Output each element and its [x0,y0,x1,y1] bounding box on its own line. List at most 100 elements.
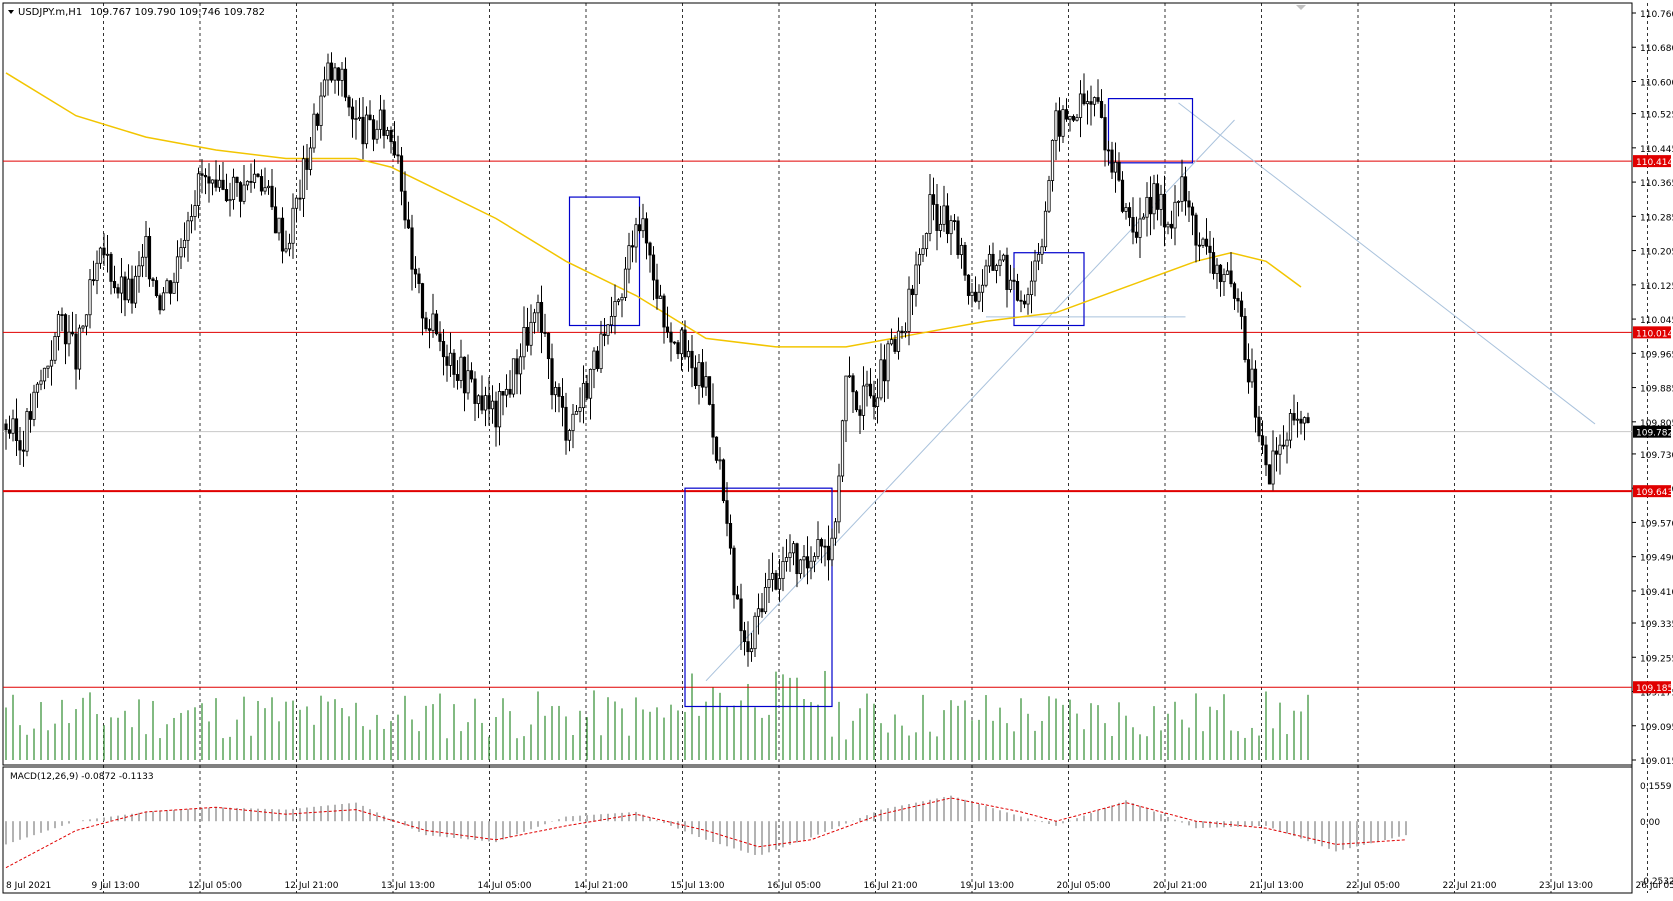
candle-body [876,398,878,407]
macd-tick-label: -0.2532 [1640,877,1673,887]
macd-tick-label: 0.00 [1640,818,1660,828]
candle-body [827,546,829,560]
candle-body [397,155,399,156]
candle-body [733,548,735,595]
candle-body [414,269,416,274]
candle-body [89,280,91,315]
candle-body [820,539,822,546]
candle-body [1307,418,1309,423]
candle-body [152,279,154,281]
candle-body [428,329,430,331]
candle-body [302,159,304,199]
candle-body [558,387,560,396]
candle-body [281,218,283,251]
candle-body [239,183,241,202]
candle-body [418,274,420,284]
candle-body [729,523,731,548]
candle-body [617,300,619,302]
candle-body [1205,239,1207,246]
candle-body [481,396,483,410]
candle-body [764,587,766,611]
candle-body [705,377,707,388]
candle-body [253,174,255,182]
candle-body [309,148,311,170]
candle-body [358,117,360,118]
candle-body [1146,197,1148,217]
candle-body [47,366,49,368]
candle-body [435,314,437,334]
candle-body [113,281,115,287]
candle-body [274,207,276,233]
candle-body [544,332,546,333]
candle-body [621,297,623,299]
candle-body [586,383,588,398]
candle-body [376,129,378,139]
candle-body [593,351,595,369]
price-tick-label: 110.760 [1640,10,1673,20]
level-tag-label: 110.414 [1636,158,1673,168]
candle-body [1083,94,1085,104]
candle-body [211,180,213,183]
candle-body [792,544,794,553]
current-price-tag-label: 109.782 [1636,429,1673,439]
candle-body [589,369,591,398]
candle-body [568,431,570,441]
candle-body [187,221,189,241]
candle-body [1191,207,1193,215]
price-tick-label: 110.365 [1640,179,1673,189]
price-tick-label: 110.045 [1640,316,1673,326]
candle-body [908,289,910,331]
candle-body [708,377,710,405]
candle-body [1188,201,1190,207]
candle-body [288,243,290,249]
candle-body [78,328,80,369]
level-tag-label: 109.643 [1636,488,1673,498]
candle-body [456,374,458,380]
candle-body [96,263,98,280]
candle-body [964,245,966,275]
candle-body [1289,413,1291,440]
candle-body [369,115,371,120]
candle-body [407,220,409,228]
candle-body [838,476,840,522]
candle-body [789,553,791,558]
candle-body [995,266,997,271]
candle-body [127,279,129,300]
candle-body [869,384,871,396]
candle-body [141,257,143,266]
candle-body [932,195,934,205]
time-tick-label: 19 Jul 13:00 [960,881,1014,891]
candle-body [40,381,42,384]
candle-body [999,260,1001,266]
candle-body [1069,116,1071,119]
candle-body [974,292,976,301]
price-tick-label: 109.095 [1640,723,1673,733]
candle-body [110,254,112,281]
candle-body [894,340,896,352]
candle-body [726,501,728,524]
candle-body [831,538,833,560]
candle-body [138,266,140,277]
time-tick-label: 13 Jul 13:00 [381,881,435,891]
time-tick-label: 22 Jul 21:00 [1443,881,1497,891]
candle-body [806,557,808,568]
time-tick-label: 21 Jul 13:00 [1250,881,1304,891]
price-tick-label: 110.285 [1640,213,1673,223]
time-tick-label: 14 Jul 05:00 [478,881,532,891]
candle-body [344,69,346,97]
price-tick-label: 109.730 [1640,451,1673,461]
candle-body [505,389,507,395]
candle-body [922,249,924,255]
candle-body [183,240,185,247]
candle-body [316,114,318,125]
candle-body [1002,255,1004,260]
candle-body [267,186,269,187]
candle-body [446,357,448,366]
candle-body [663,296,665,327]
candle-body [474,379,476,404]
candle-body [362,117,364,143]
candle-body [799,560,801,574]
candle-body [736,595,738,599]
candle-body [925,233,927,248]
